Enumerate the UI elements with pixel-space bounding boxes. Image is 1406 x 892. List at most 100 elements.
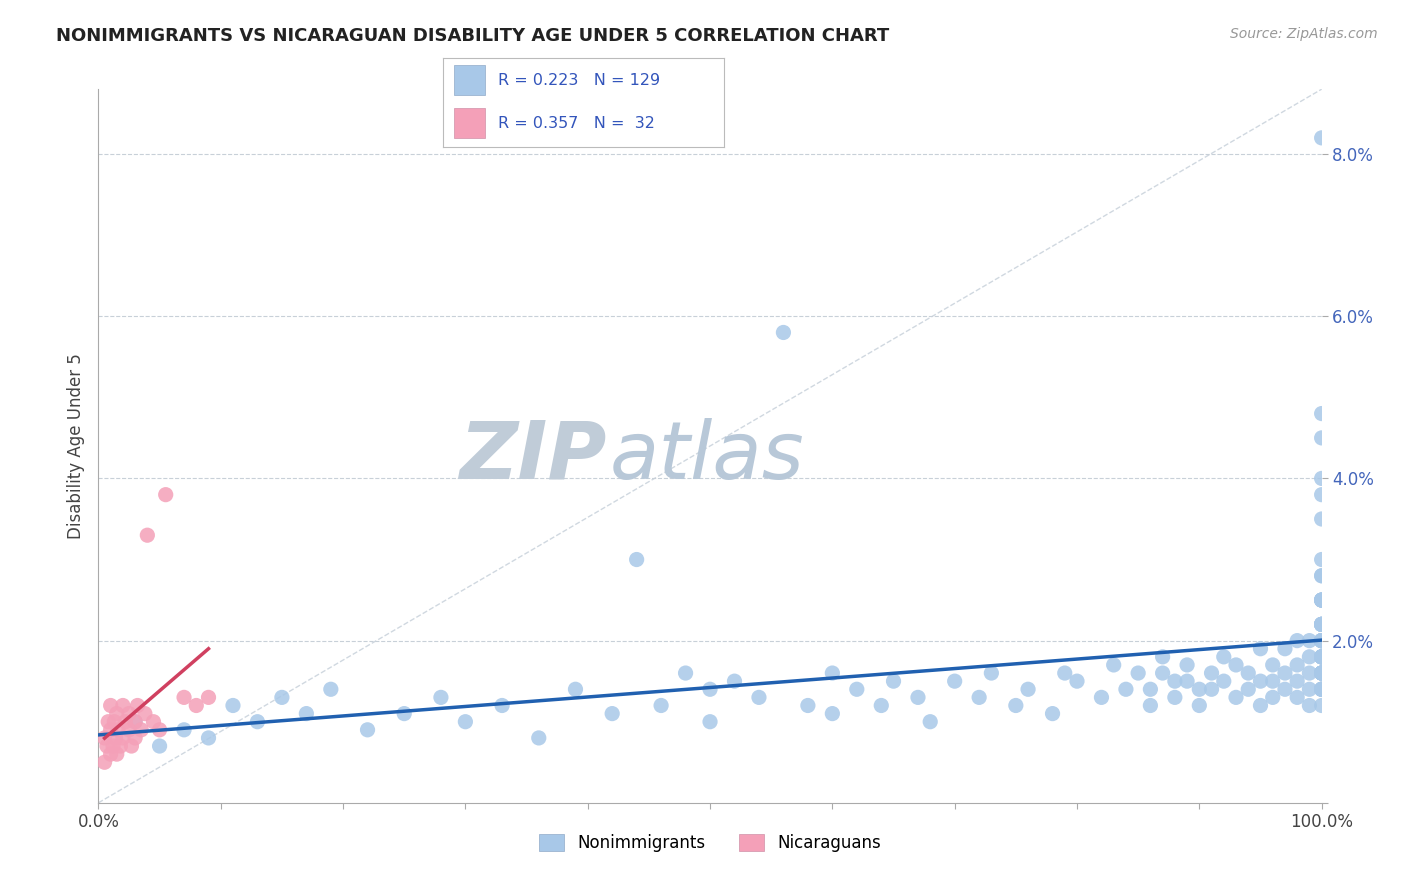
Point <box>1310 666 1333 681</box>
Point <box>1298 633 1320 648</box>
Text: atlas: atlas <box>610 417 804 496</box>
Point <box>943 674 966 689</box>
Point <box>1164 690 1187 705</box>
Point <box>883 674 905 689</box>
Point <box>1310 682 1333 697</box>
Point <box>1237 666 1260 681</box>
Point <box>600 706 623 721</box>
Legend: Nonimmigrants, Nicaraguans: Nonimmigrants, Nicaraguans <box>533 827 887 859</box>
Point <box>1298 666 1320 681</box>
Point <box>319 682 342 697</box>
FancyBboxPatch shape <box>454 65 485 95</box>
Point <box>1286 657 1309 672</box>
Point <box>96 739 118 753</box>
Point <box>748 690 770 705</box>
Point <box>1310 633 1333 648</box>
Point <box>1188 682 1211 697</box>
Point <box>295 706 318 721</box>
Point <box>1310 617 1333 632</box>
Point <box>103 714 125 729</box>
Text: ZIP: ZIP <box>458 417 606 496</box>
Point <box>1310 593 1333 607</box>
Point <box>1310 649 1333 664</box>
Point <box>197 731 219 745</box>
Point <box>120 739 142 753</box>
Point <box>1310 649 1333 664</box>
Point <box>1310 512 1333 526</box>
Point <box>1152 666 1174 681</box>
Point <box>134 706 156 721</box>
Point <box>675 666 697 681</box>
Point <box>100 723 122 737</box>
Point <box>1115 682 1137 697</box>
Point <box>246 714 269 729</box>
Point <box>1310 568 1333 582</box>
Point <box>491 698 513 713</box>
Point <box>1310 633 1333 648</box>
Point <box>1310 666 1333 681</box>
Point <box>101 739 124 753</box>
Point <box>1310 649 1333 664</box>
Point <box>1090 690 1112 705</box>
Point <box>1310 649 1333 664</box>
Point <box>1004 698 1026 713</box>
Point <box>1298 682 1320 697</box>
Point <box>111 698 134 713</box>
Point <box>1237 682 1260 697</box>
Point <box>1310 407 1333 421</box>
Point <box>699 682 721 697</box>
Point <box>845 682 868 697</box>
Point <box>1310 617 1333 632</box>
Point <box>1310 682 1333 697</box>
Point <box>1310 593 1333 607</box>
Point <box>1310 666 1333 681</box>
Point <box>1310 649 1333 664</box>
Point <box>1310 633 1333 648</box>
Point <box>173 690 195 705</box>
Point <box>392 706 416 721</box>
Point <box>93 731 115 745</box>
Point <box>1310 682 1333 697</box>
Point <box>1249 698 1271 713</box>
Point <box>1310 649 1333 664</box>
Point <box>142 714 165 729</box>
Point <box>173 723 195 737</box>
Point <box>1274 666 1296 681</box>
Text: NONIMMIGRANTS VS NICARAGUAN DISABILITY AGE UNDER 5 CORRELATION CHART: NONIMMIGRANTS VS NICARAGUAN DISABILITY A… <box>56 27 890 45</box>
Point <box>1188 698 1211 713</box>
Point <box>1310 617 1333 632</box>
Point <box>821 706 844 721</box>
Point <box>1139 682 1161 697</box>
Point <box>1310 131 1333 145</box>
FancyBboxPatch shape <box>454 108 485 138</box>
Point <box>1128 666 1150 681</box>
Text: R = 0.357   N =  32: R = 0.357 N = 32 <box>498 116 655 130</box>
Point <box>920 714 942 729</box>
Point <box>1286 633 1309 648</box>
Point <box>797 698 820 713</box>
Point <box>222 698 245 713</box>
Point <box>186 698 208 713</box>
Y-axis label: Disability Age Under 5: Disability Age Under 5 <box>66 353 84 539</box>
Point <box>1261 657 1284 672</box>
Point <box>100 698 122 713</box>
Point <box>105 747 128 761</box>
Point <box>356 723 378 737</box>
Point <box>699 714 721 729</box>
Point <box>1298 649 1320 664</box>
Point <box>1274 641 1296 656</box>
Point <box>1175 657 1198 672</box>
Point <box>1310 633 1333 648</box>
Point <box>772 326 794 340</box>
Point <box>1310 682 1333 697</box>
Point <box>650 698 672 713</box>
Point <box>129 723 152 737</box>
Text: Source: ZipAtlas.com: Source: ZipAtlas.com <box>1230 27 1378 41</box>
Point <box>1212 674 1234 689</box>
Point <box>127 698 149 713</box>
Point <box>136 528 159 542</box>
Point <box>1310 568 1333 582</box>
Point <box>110 739 132 753</box>
Point <box>723 674 745 689</box>
Point <box>907 690 929 705</box>
